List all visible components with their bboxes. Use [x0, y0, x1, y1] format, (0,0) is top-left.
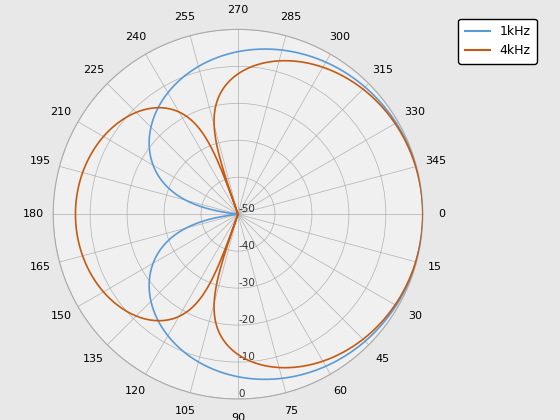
1kHz — [146, 143, 152, 148]
1kHz — [385, 110, 392, 115]
1kHz — [419, 211, 426, 216]
1kHz — [272, 376, 279, 381]
4kHz — [384, 110, 391, 116]
Line: 1kHz: 1kHz — [149, 49, 423, 379]
Line: 4kHz: 4kHz — [76, 61, 423, 367]
1kHz — [419, 212, 426, 217]
Legend: 1kHz, 4kHz: 1kHz, 4kHz — [459, 19, 537, 63]
1kHz — [147, 127, 154, 132]
4kHz — [269, 365, 276, 370]
4kHz — [235, 212, 241, 217]
1kHz — [419, 212, 426, 217]
4kHz — [214, 325, 221, 330]
4kHz — [419, 211, 426, 216]
1kHz — [235, 212, 241, 217]
4kHz — [116, 120, 123, 125]
1kHz — [206, 365, 213, 370]
4kHz — [419, 212, 426, 217]
4kHz — [419, 212, 426, 217]
4kHz — [130, 111, 137, 116]
